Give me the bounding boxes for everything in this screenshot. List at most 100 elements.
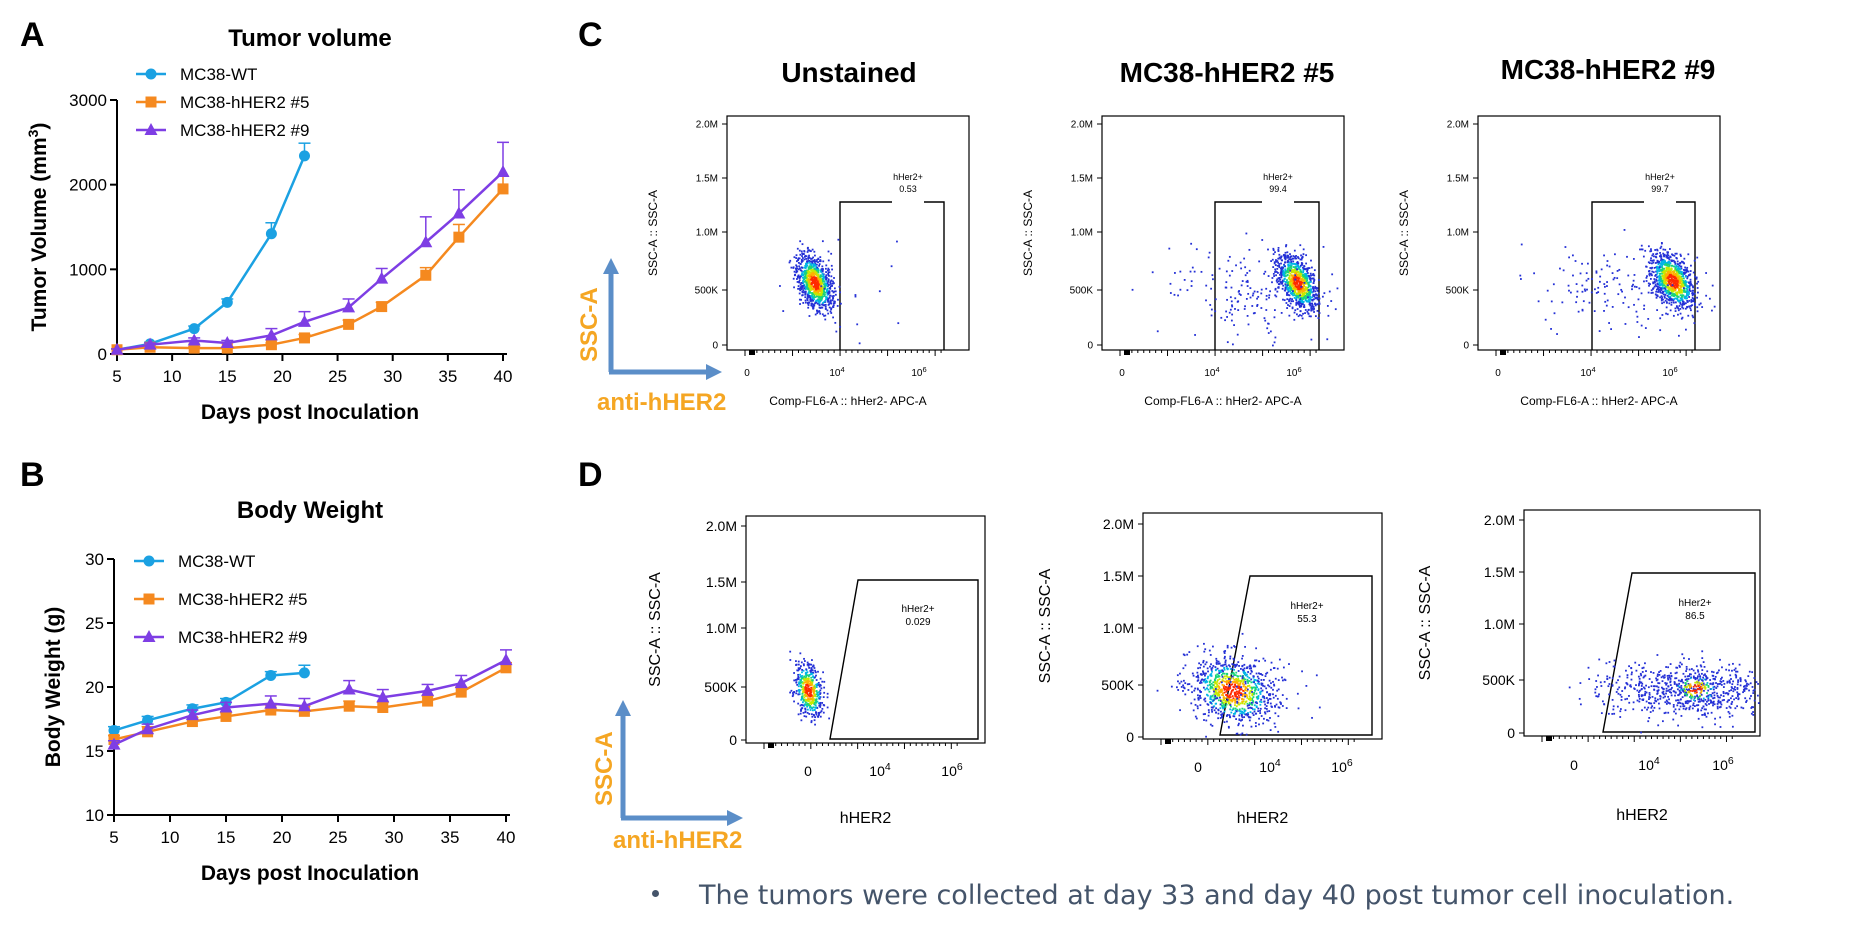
event-dot (1647, 261, 1650, 264)
event-dot (1207, 694, 1209, 697)
event-dot (1305, 299, 1308, 302)
event-dot (800, 698, 803, 701)
event-dot (1287, 290, 1290, 293)
event-dot (1262, 695, 1264, 698)
event-dot (1663, 259, 1666, 262)
event-dot (831, 268, 834, 271)
event-dot (796, 683, 799, 686)
event-dot (1225, 703, 1228, 706)
event-dot (1520, 243, 1523, 246)
event-dot (1658, 265, 1661, 268)
event-dot (1214, 686, 1217, 689)
event-dot (1689, 290, 1692, 292)
event-dot (1259, 707, 1262, 710)
event-dot (1217, 712, 1220, 715)
event-dot (1315, 287, 1318, 290)
event-dot (1670, 288, 1673, 291)
event-dot (1658, 272, 1661, 275)
event-dot (1677, 275, 1680, 277)
event-dot (821, 313, 824, 316)
event-dot (1184, 664, 1187, 667)
event-dot (1252, 696, 1255, 698)
event-dot (1288, 294, 1291, 297)
event-dot (819, 260, 821, 263)
event-dot (1670, 294, 1673, 297)
panel-label-c: C (578, 16, 603, 54)
event-dot (1290, 260, 1293, 263)
event-dot (1288, 278, 1291, 281)
event-dot (1268, 710, 1271, 712)
event-dot (1657, 275, 1659, 278)
event-dot (811, 299, 814, 301)
event-dot (1670, 268, 1673, 271)
event-dot (1673, 254, 1676, 257)
event-dot (806, 277, 808, 280)
y-axis-label: SSC-A :: SSC-A (647, 572, 664, 687)
event-dot (795, 690, 798, 692)
event-dot (1301, 255, 1304, 258)
event-dot (1287, 294, 1290, 296)
event-dot (1216, 685, 1219, 688)
event-dot (811, 709, 814, 712)
event-dot (827, 272, 829, 275)
event-dot (1239, 688, 1242, 691)
y-axis-label: Tumor Volume (mm3) (25, 123, 51, 332)
event-dot (793, 700, 795, 703)
event-dot (1667, 254, 1670, 257)
event-dot (1665, 263, 1667, 265)
event-dot (1230, 711, 1233, 714)
event-dot (1575, 283, 1578, 285)
event-dot (796, 278, 798, 280)
event-dot (1664, 248, 1667, 251)
event-dot (1632, 283, 1634, 286)
event-dot (1660, 299, 1663, 302)
event-dot (821, 295, 824, 298)
event-dot (1572, 274, 1574, 277)
event-dot (830, 264, 833, 267)
event-dot (803, 715, 806, 718)
event-dot (1282, 284, 1285, 287)
event-dot (1297, 275, 1300, 278)
event-dot (805, 704, 808, 706)
event-dot (1287, 289, 1290, 292)
event-dot (812, 305, 815, 308)
event-dot (1236, 663, 1238, 666)
event-dot (1207, 256, 1210, 259)
event-dot (1231, 270, 1234, 272)
event-dot (1550, 328, 1552, 330)
event-dot (1286, 284, 1289, 287)
event-dot (1677, 276, 1680, 279)
event-dot (1683, 290, 1685, 293)
event-dot (1280, 275, 1283, 278)
event-dot (1316, 303, 1319, 306)
event-dot (824, 303, 827, 306)
event-dot (1265, 708, 1268, 710)
event-dot (1237, 703, 1240, 706)
event-dot (1318, 303, 1321, 305)
event-dot (812, 265, 815, 268)
event-dot (1682, 301, 1685, 304)
event-dot (1679, 281, 1682, 284)
event-dot (806, 247, 809, 250)
event-dot (1304, 278, 1307, 281)
event-dot (1231, 305, 1234, 308)
event-dot (1231, 709, 1234, 712)
event-dot (1272, 667, 1275, 670)
event-dot (1233, 672, 1235, 675)
event-dot (1638, 336, 1640, 338)
event-dot (1669, 293, 1671, 296)
event-dot (1296, 282, 1299, 284)
event-dot (1209, 696, 1212, 699)
event-dot (824, 300, 827, 302)
series-line-2 (116, 171, 504, 352)
event-dot (1655, 296, 1658, 299)
event-dot (1571, 254, 1574, 257)
event-dot (1308, 303, 1311, 306)
event-dot (1261, 682, 1264, 685)
event-dot (1308, 299, 1311, 302)
event-dot (795, 664, 797, 666)
event-dot (1309, 293, 1311, 296)
event-dot (1209, 665, 1211, 668)
event-dot (806, 661, 809, 664)
gate-label-bg (1644, 197, 1676, 207)
